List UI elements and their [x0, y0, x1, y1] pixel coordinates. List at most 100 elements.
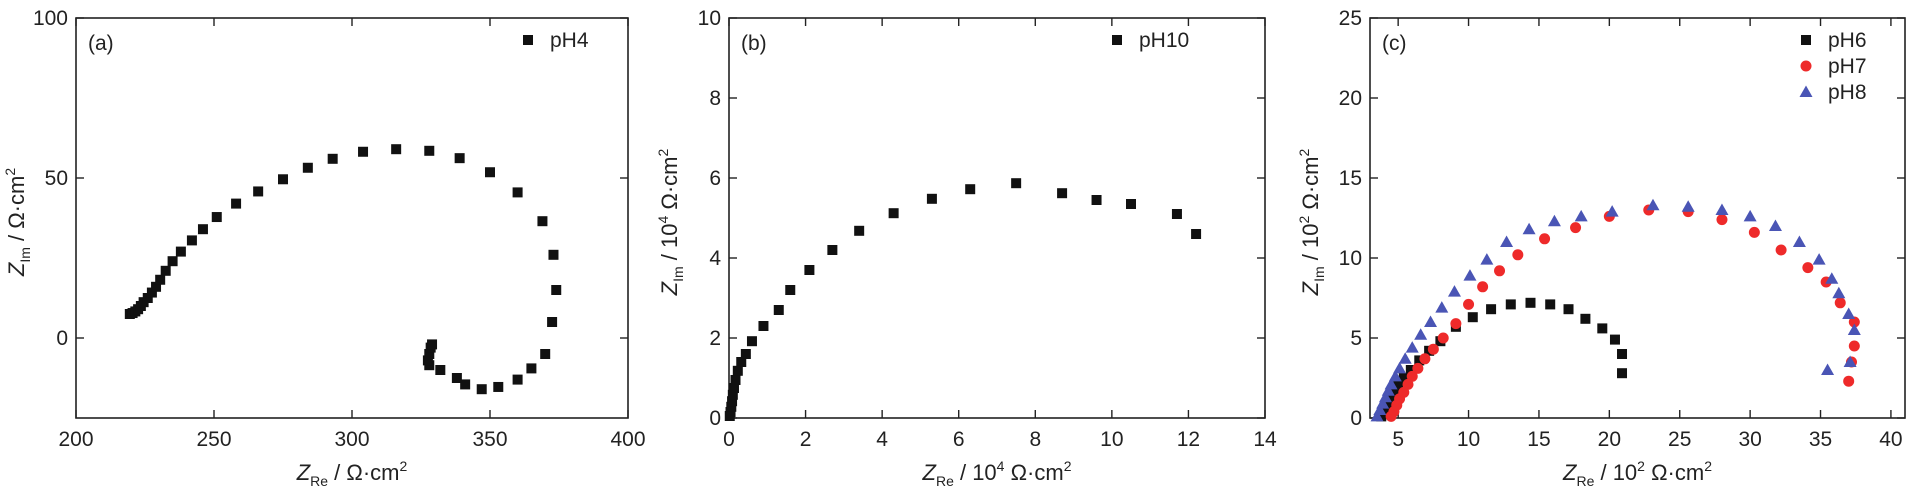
data-point	[1126, 199, 1136, 209]
data-point	[1191, 229, 1202, 239]
data-point	[1477, 281, 1489, 293]
series-pH7	[1385, 204, 1860, 422]
legend-marker	[1799, 85, 1813, 97]
data-point	[1522, 222, 1536, 235]
data-point	[1848, 340, 1860, 352]
legend-label: pH6	[1828, 29, 1867, 52]
data-point	[540, 349, 551, 359]
data-point	[476, 384, 487, 395]
data-point	[1011, 178, 1022, 189]
data-point	[1646, 198, 1660, 211]
data-point	[197, 224, 208, 235]
data-point	[231, 198, 242, 209]
data-point	[512, 187, 523, 198]
data-point	[740, 349, 751, 359]
data-point	[454, 153, 465, 164]
x-axis-label: ZRe / 102 Ω·cm2	[1562, 458, 1712, 489]
data-point	[1393, 381, 1404, 391]
data-point	[1792, 235, 1806, 247]
data-point	[1617, 349, 1628, 359]
data-point	[1842, 307, 1856, 319]
data-point	[1057, 188, 1068, 199]
data-point	[727, 389, 738, 400]
data-point	[1427, 343, 1439, 355]
data-point	[746, 336, 757, 347]
data-point	[1743, 209, 1757, 222]
data-point	[804, 265, 815, 275]
legend-label: pH7	[1828, 55, 1867, 78]
series-pH6	[1376, 297, 1628, 422]
x-axis-label: ZRe / 104 Ω·cm2	[922, 458, 1072, 489]
legend-entry: pH4	[523, 29, 589, 52]
data-point	[1834, 297, 1846, 309]
data-point	[1681, 200, 1695, 212]
x-tick-label: 35	[1809, 428, 1832, 451]
y-tick-label: 4	[709, 247, 721, 270]
data-point	[460, 379, 471, 390]
data-point	[1467, 312, 1478, 323]
data-point	[358, 146, 369, 157]
data-point	[551, 285, 562, 295]
data-point	[1419, 353, 1431, 365]
y-tick-label: 8	[709, 87, 721, 110]
y-tick-label: 10	[698, 7, 721, 30]
x-tick-label: 400	[610, 428, 645, 451]
data-point	[1378, 390, 1392, 403]
x-tick-label: 25	[1668, 428, 1691, 451]
y-tick-label: 100	[33, 7, 68, 30]
data-point	[1450, 318, 1462, 330]
data-point	[493, 381, 504, 392]
data-point	[1843, 355, 1857, 367]
series-pH10	[724, 178, 1202, 421]
data-point	[1563, 304, 1574, 315]
data-point	[1580, 313, 1591, 324]
data-point	[391, 144, 402, 155]
y-axis-label: ZIm / 104 Ω·cm2	[655, 148, 686, 296]
data-point	[1388, 387, 1399, 398]
data-point	[537, 216, 548, 227]
data-point	[1463, 298, 1475, 310]
panel-c: 5 10 15 20 25 30 35 40 0 5 10 15 20 25 (c) ZRe / 102 Ω·…	[1296, 7, 1906, 489]
data-point	[736, 357, 747, 367]
data-point	[1525, 297, 1536, 308]
data-point	[1812, 253, 1826, 265]
data-point	[1605, 205, 1619, 217]
x-tick-label: 10	[1457, 428, 1480, 451]
x-tick-label: 40	[1879, 428, 1902, 451]
data-point	[725, 407, 736, 417]
x-tick-label: 0	[723, 428, 735, 451]
data-point	[1486, 304, 1497, 315]
x-tick-label: 300	[334, 428, 369, 451]
data-point	[1716, 214, 1728, 226]
y-tick-label: 0	[709, 407, 721, 430]
data-point	[1381, 384, 1395, 396]
plot-frame	[728, 17, 1266, 419]
panel-tag: (a)	[88, 32, 114, 55]
data-point	[1715, 203, 1729, 215]
data-point	[1775, 244, 1787, 256]
data-point	[175, 246, 186, 257]
data-point	[160, 265, 171, 276]
plot-frame	[1369, 17, 1906, 419]
data-point	[1825, 272, 1839, 284]
data-point	[1406, 370, 1418, 382]
data-point	[888, 208, 899, 219]
data-point	[151, 281, 162, 292]
data-point	[1547, 214, 1561, 227]
panel-tag: (c)	[1382, 32, 1407, 55]
y-tick-label: 15	[1339, 167, 1362, 190]
data-point	[1388, 369, 1402, 382]
series-pH8	[1370, 198, 1861, 422]
data-point	[1398, 373, 1409, 383]
data-point	[1463, 269, 1477, 281]
data-point	[435, 365, 446, 375]
data-point	[1539, 233, 1551, 245]
y-axis-label: ZIm / Ω·cm2	[2, 168, 33, 277]
data-point	[827, 245, 838, 255]
data-point	[253, 186, 264, 197]
legend-entry: pH6	[1801, 29, 1867, 52]
data-point	[1512, 249, 1524, 261]
x-tick-label: 200	[58, 428, 93, 451]
legend-label: pH10	[1139, 29, 1189, 52]
